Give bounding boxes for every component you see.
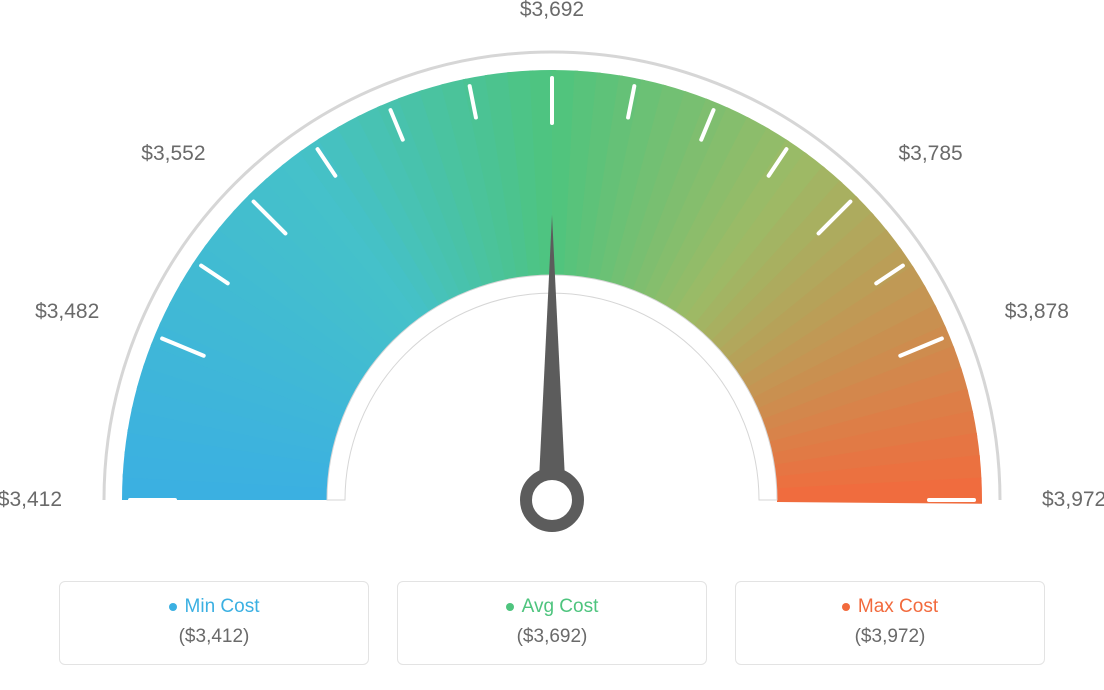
gauge-tick-label: $3,785 [898, 142, 962, 166]
legend-value-avg: ($3,692) [398, 626, 706, 648]
legend-value-max: ($3,972) [736, 626, 1044, 648]
legend-title-avg: Avg Cost [398, 596, 706, 618]
legend-title-text-max: Max Cost [858, 596, 938, 617]
legend-title-max: Max Cost [736, 596, 1044, 618]
gauge-tick-label: $3,552 [141, 142, 205, 166]
legend-row: Min Cost ($3,412) Avg Cost ($3,692) Max … [0, 581, 1104, 665]
legend-dot-max [842, 603, 850, 611]
gauge-tick-label: $3,972 [1042, 488, 1104, 512]
gauge-tick-label: $3,412 [0, 488, 62, 512]
legend-card-min: Min Cost ($3,412) [59, 581, 369, 665]
legend-title-text-avg: Avg Cost [522, 596, 599, 617]
legend-value-min: ($3,412) [60, 626, 368, 648]
legend-title-min: Min Cost [60, 596, 368, 618]
legend-card-avg: Avg Cost ($3,692) [397, 581, 707, 665]
legend-dot-min [169, 603, 177, 611]
gauge-svg [0, 0, 1104, 560]
legend-dot-avg [506, 603, 514, 611]
cost-gauge-chart: $3,412 $3,482 $3,552 $3,692 $3,785 $3,878 $3,9… [0, 0, 1104, 690]
gauge-tick-label: $3,482 [35, 300, 99, 324]
legend-title-text-min: Min Cost [185, 596, 260, 617]
gauge-tick-label: $3,878 [1005, 300, 1069, 324]
legend-card-max: Max Cost ($3,972) [735, 581, 1045, 665]
gauge-tick-label: $3,692 [520, 0, 584, 22]
gauge-area: $3,412 $3,482 $3,552 $3,692 $3,785 $3,878 $3,9… [0, 0, 1104, 560]
